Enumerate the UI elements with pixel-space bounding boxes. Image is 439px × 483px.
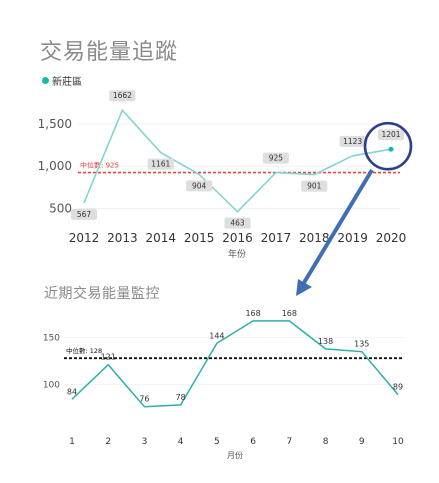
top-data-label-bg — [71, 208, 97, 220]
top-data-label: 1201 — [381, 130, 400, 139]
bottom-data-label: 89 — [393, 383, 403, 392]
top-data-label-bg — [262, 152, 289, 164]
bottom-series-line — [71, 320, 399, 408]
top-y-tick-label: 1,500 — [38, 117, 72, 131]
bottom-x-axis-label: 月份 — [227, 450, 243, 460]
bottom-data-label: 144 — [209, 331, 224, 340]
top-x-tick-label: 2018 — [299, 231, 330, 245]
bottom-x-tick-label: 10 — [392, 437, 404, 447]
bottom-data-label: 168 — [282, 309, 297, 318]
top-data-label-bg — [224, 217, 251, 229]
bottom-x-tick-label: 2 — [105, 437, 111, 447]
bottom-x-tick-label: 4 — [178, 437, 184, 447]
top-data-label-bg — [186, 180, 213, 192]
bottom-chart-title: 近期交易能量監控 — [44, 286, 160, 302]
top-data-label: 904 — [192, 181, 207, 190]
top-data-label-bg — [378, 129, 404, 141]
top-data-label: 1161 — [151, 160, 170, 169]
top-chart-legend: 新莊區 — [42, 73, 82, 88]
top-data-label-bg — [301, 180, 328, 192]
top-x-tick-label: 2013 — [107, 231, 138, 245]
bottom-y-tick-label: 100 — [43, 380, 60, 390]
top-data-label: 567 — [77, 210, 92, 219]
bottom-x-tick-label: 8 — [323, 437, 329, 447]
bottom-data-label: 168 — [245, 309, 260, 318]
top-data-label: 901 — [307, 182, 322, 191]
top-data-label: 463 — [230, 219, 245, 228]
top-x-tick-label: 2015 — [184, 231, 215, 245]
top-y-tick-label: 1,000 — [38, 159, 72, 173]
highlight-arrow-line — [300, 168, 374, 288]
bottom-data-label: 135 — [354, 340, 369, 349]
top-x-tick-label: 2020 — [376, 231, 407, 245]
top-y-tick-label: 500 — [49, 202, 72, 216]
bottom-data-label: 121 — [101, 353, 116, 362]
bottom-x-tick-label: 3 — [142, 437, 148, 447]
top-x-tick-label: 2017 — [261, 231, 292, 245]
top-data-label: 925 — [269, 154, 284, 163]
top-series-line — [83, 108, 392, 213]
highlight-arrowhead — [296, 279, 312, 296]
top-last-point — [388, 146, 394, 152]
top-data-label-bg — [147, 158, 174, 170]
top-x-tick-label: 2012 — [69, 231, 100, 245]
top-data-label-bg — [339, 135, 366, 147]
top-data-label: 1123 — [343, 137, 362, 146]
top-chart-title: 交易能量追蹤 — [40, 40, 179, 65]
top-x-tick-label: 2016 — [222, 231, 253, 245]
highlight-circle — [363, 121, 413, 171]
bottom-data-label: 138 — [318, 337, 333, 346]
bottom-x-tick-label: 5 — [214, 437, 220, 447]
top-x-axis-label: 年份 — [228, 248, 246, 260]
top-data-label-bg — [109, 90, 136, 102]
bottom-x-tick-label: 9 — [359, 437, 365, 447]
bottom-data-label: 78 — [176, 393, 186, 402]
top-data-label: 1662 — [113, 91, 132, 100]
legend-dot-icon — [42, 77, 49, 84]
top-x-tick-label: 2014 — [145, 231, 176, 245]
bottom-data-label: 84 — [67, 387, 77, 396]
legend-label: 新莊區 — [52, 77, 82, 88]
top-x-tick-label: 2019 — [337, 231, 368, 245]
bottom-y-tick-label: 150 — [43, 334, 60, 344]
bottom-x-tick-label: 6 — [250, 437, 256, 447]
bottom-x-tick-label: 1 — [69, 437, 75, 447]
bottom-x-tick-label: 7 — [286, 437, 292, 447]
bottom-data-label: 76 — [139, 395, 149, 404]
bottom-median-label: 中位數: 128 — [66, 346, 102, 355]
